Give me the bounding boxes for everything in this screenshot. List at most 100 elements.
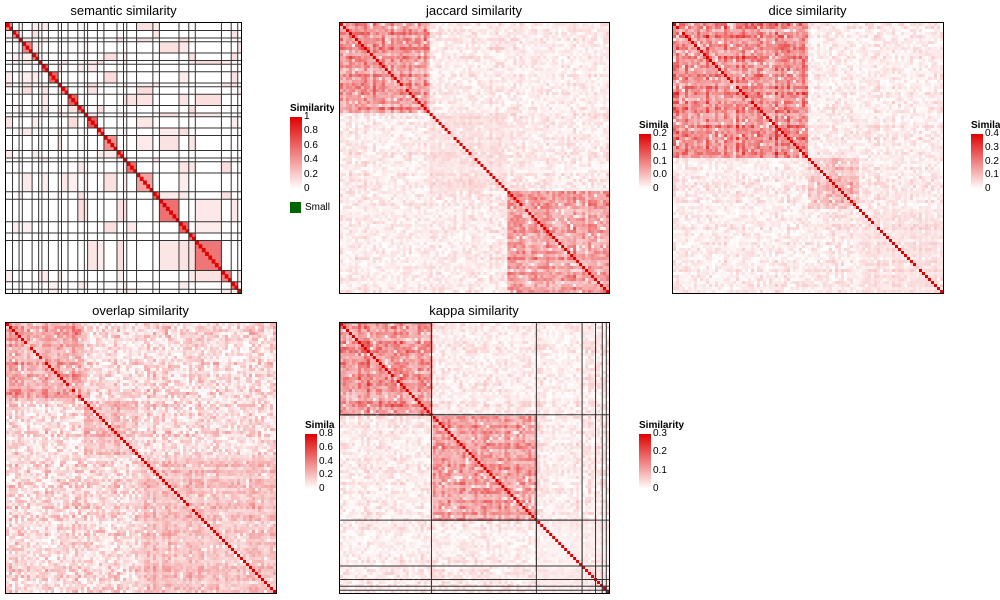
heatmap-cell [567,134,571,138]
heatmap-cell [447,83,451,87]
heatmap-cell [501,176,505,180]
heatmap-cell [540,152,544,156]
heatmap-cell [504,143,508,147]
heatmap-cell [441,74,446,78]
heatmap-cell [432,98,437,102]
heatmap-cell [423,149,428,153]
heatmap-cell [345,158,350,162]
heatmap-cell [465,131,469,135]
heatmap-cell [471,26,475,30]
heatmap-cell [390,128,395,132]
heatmap-cell [468,47,472,51]
heatmap-cell [492,65,496,69]
heatmap-cell [450,167,454,171]
heatmap-cell [360,77,365,81]
heatmap-cell [363,155,368,159]
heatmap-cell [582,38,586,42]
heatmap-cell [456,56,460,60]
heatmap-cell [600,161,604,165]
heatmap-cell [576,152,580,156]
heatmap-cell [450,101,454,105]
heatmap-cell [369,134,374,138]
heatmap-cell [606,155,609,159]
heatmap-cell [606,101,609,105]
heatmap-cell [348,95,353,99]
heatmap-cell [573,149,577,153]
heatmap-cell [528,65,532,69]
heatmap-cell [528,161,532,165]
heatmap-cell [480,158,484,162]
heatmap-cell [513,44,517,48]
heatmap-cell [340,170,344,174]
heatmap-cell [486,146,490,150]
heatmap-cell [489,152,493,156]
heatmap-cell [582,32,586,36]
heatmap-cell [507,86,511,90]
heatmap-cell [450,173,454,177]
heatmap-cell [600,104,604,108]
heatmap-cell [498,95,502,99]
heatmap-cell [420,101,425,105]
heatmap-cell [465,173,469,177]
heatmap-cell [462,140,466,144]
heatmap-cell [438,155,443,159]
heatmap-cell [507,41,511,45]
heatmap-cell [525,170,529,174]
heatmap-cell [588,71,592,75]
heatmap-cell [603,53,607,57]
heatmap-cell [438,167,443,171]
heatmap-cell [477,35,481,39]
heatmap-cell [357,161,362,165]
heatmap-cell [516,86,520,90]
heatmap-cell [372,86,377,90]
heatmap-cell [465,56,469,60]
heatmap-cell [534,113,538,117]
heatmap-cell [603,98,607,102]
heatmap-cell [600,155,604,159]
heatmap-cell [546,62,550,66]
heatmap-cell [402,164,407,168]
heatmap-cell [94,124,98,129]
heatmap-cell [375,161,380,165]
heatmap-cell [450,89,454,93]
heatmap-cell [390,98,395,102]
heatmap-cell [477,137,481,141]
heatmap-cell [405,110,410,114]
heatmap-cell [387,140,392,144]
heatmap-cell [363,56,368,60]
heatmap-cell [456,89,460,93]
heatmap-cell [444,131,448,135]
heatmap-cell [432,74,437,78]
heatmap-cell [408,131,413,135]
heatmap-cell [357,167,362,171]
heatmap-cell [438,86,443,90]
heatmap-cell [426,77,431,81]
heatmap-cell [522,140,526,144]
heatmap-cell [441,56,446,60]
heatmap-cell [351,107,356,111]
heatmap-cell [426,71,431,75]
heatmap-cell [435,113,440,117]
heatmap-cell [414,98,419,102]
heatmap-cell [570,89,574,93]
heatmap-cell [558,128,562,132]
heatmap-cell [348,41,353,45]
heatmap-cell [474,161,478,165]
heatmap-cell [408,74,413,78]
heatmap-cell [450,152,454,156]
heatmap-cell [522,167,526,171]
heatmap-cell [585,104,589,108]
heatmap-cell [543,26,547,30]
heatmap-cell [468,107,472,111]
heatmap-cell [549,26,553,30]
heatmap-cell [375,62,380,66]
heatmap-cell [585,140,589,144]
heatmap-cell [468,98,472,102]
heatmap-cell [486,44,490,48]
heatmap-cell [456,68,460,72]
heatmap-cell [483,95,487,99]
heatmap-cell [357,74,362,78]
heatmap-cell [396,44,401,48]
heatmap-cell [348,122,353,126]
heatmap-cell [136,83,153,87]
